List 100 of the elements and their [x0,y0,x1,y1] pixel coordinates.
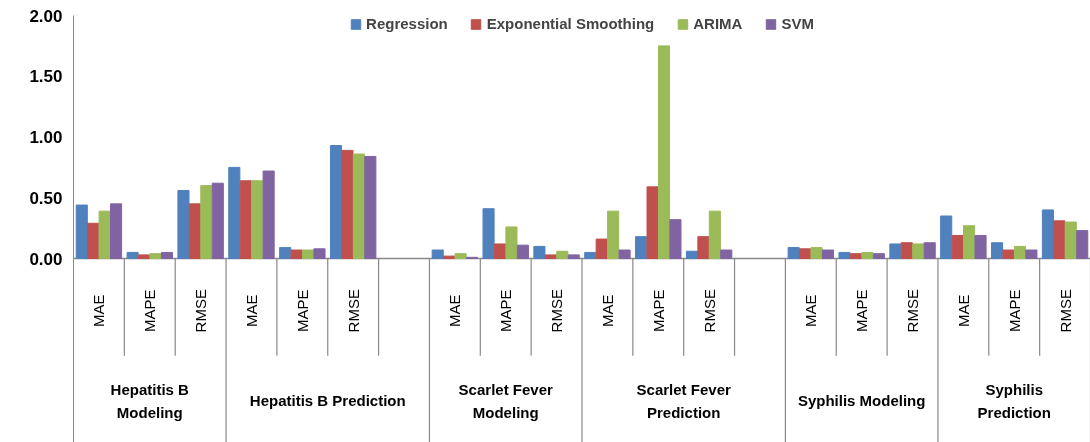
bar [98,210,111,260]
bar [75,204,88,260]
bar [87,222,100,260]
x-tick-label: MAPE [141,289,159,333]
text: Syphilis Prediction [977,380,1051,421]
bar [708,210,721,260]
x-tick-label: MAE [802,294,820,328]
bar [364,155,377,260]
bar [720,249,733,260]
bar [126,251,139,260]
bar [787,247,800,260]
bar [635,236,648,260]
x-tick-label: MAPE [497,289,515,333]
bar [940,215,953,260]
bar [607,210,620,260]
x-tick-label: MAE [446,294,464,328]
bar [228,166,241,260]
bar [697,236,710,260]
text: Syphilis Modeling [797,392,926,410]
bar [991,242,1004,260]
bar [912,243,925,260]
bar [567,254,580,260]
x-tick-label: RMSE [904,289,922,333]
x-tick-label: MAE [598,294,616,328]
bar [669,219,682,260]
bar [313,248,326,260]
legend-label: Exponential Smoothing [486,15,655,32]
bar [821,249,835,260]
bar [556,250,569,260]
bar [482,208,495,260]
x-tick-label: MAPE [1005,289,1023,333]
x-tick-label: MAE [242,294,260,328]
bar [1053,220,1066,260]
bar [110,203,123,260]
x-tick-label: MAE [90,294,108,328]
bar [974,234,987,260]
x-tick-label: MAPE [293,289,311,333]
bar [810,247,823,260]
bar [1076,230,1089,260]
bar [329,145,343,260]
bar [923,242,936,260]
x-tick-label: MAPE [853,289,871,333]
x-tick-label: RMSE [192,289,210,333]
bar [963,225,976,260]
x-tick-label: RMSE [548,289,566,333]
bar [454,253,467,260]
text: Hepatitis B Prediction [249,392,406,410]
bar [544,254,557,260]
y-tick-label: 1.50 [29,67,63,87]
bar [646,186,659,260]
bar [951,234,964,260]
bar [493,243,507,260]
bar [177,189,190,260]
bar [900,242,913,260]
x-tick-label: MAE [954,294,972,328]
bar [443,255,456,260]
bar [262,170,275,260]
bar [1064,221,1077,260]
bar [584,251,597,260]
bar [533,245,546,260]
bar [657,45,671,260]
x-tick-label: MAPE [649,289,667,333]
y-tick-label: 0.00 [29,249,63,269]
legend-label: ARIMA [693,15,743,32]
bar [618,249,631,260]
bar [149,253,162,260]
bar [1025,249,1038,260]
bar [251,180,264,260]
text: Scarlet Fever Prediction [636,380,731,421]
y-tick-label: 1.00 [29,128,63,148]
bar [799,248,812,260]
bar [341,149,354,260]
bar [595,238,608,260]
legend-label: SVM [781,15,814,32]
bar [1002,249,1015,260]
x-tick-label: RMSE [1056,289,1074,333]
bar [431,249,444,260]
bar [516,244,529,260]
bar [1013,245,1026,260]
bar [290,249,303,260]
bar [889,243,902,260]
bar [872,253,885,260]
x-tick-label: RMSE [344,289,362,333]
legend-label: Regression [366,15,448,32]
bar [211,182,224,260]
bar [352,153,365,260]
bar [505,226,518,260]
bar [188,203,201,260]
y-tick-label: 0.50 [29,188,63,208]
bar [838,251,851,260]
bar [302,249,315,260]
text: Hepatitis B Modeling [110,380,190,421]
y-tick-label: 2.00 [29,6,63,26]
bar [138,254,151,260]
bar [849,253,862,260]
bar [239,180,252,260]
bar [1041,209,1054,260]
bar [160,251,173,260]
bar [279,247,292,260]
bar [200,185,213,260]
